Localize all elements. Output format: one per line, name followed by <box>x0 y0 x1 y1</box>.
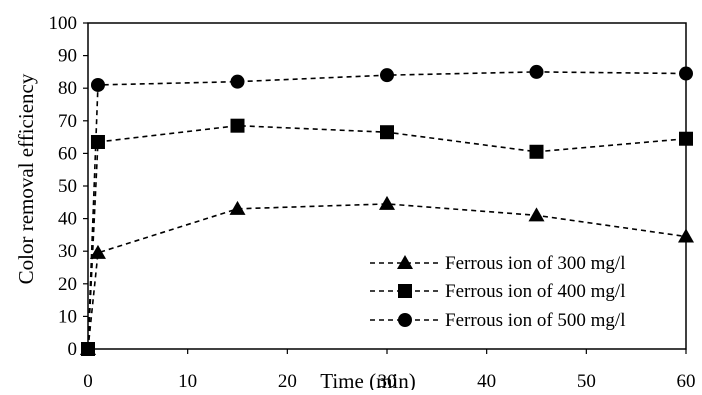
x-tick-label: 30 <box>378 371 397 390</box>
y-tick-label: 70 <box>58 111 77 132</box>
x-tick-label: 20 <box>278 371 297 390</box>
y-tick-label: 100 <box>49 13 78 34</box>
legend-label: Ferrous ion of 400 mg/l <box>445 281 626 302</box>
legend-marker <box>398 313 412 327</box>
x-axis-title: Time (min) <box>320 369 415 390</box>
data-point-triangle <box>89 244 106 259</box>
x-tick-label: 10 <box>178 371 197 390</box>
legend-marker <box>397 255 413 269</box>
series-line <box>87 71 687 350</box>
data-point-circle <box>679 66 693 81</box>
data-point-triangle <box>678 228 694 243</box>
data-point-triangle <box>528 207 545 222</box>
y-tick-label: 60 <box>58 143 77 164</box>
data-point-square <box>529 144 544 159</box>
data-point-circle <box>81 342 95 356</box>
x-tick-label: 0 <box>83 371 93 390</box>
x-tick-label: 60 <box>677 371 696 390</box>
y-tick-label: 30 <box>58 241 77 262</box>
series-triangle <box>80 195 694 355</box>
data-point-square <box>230 118 245 133</box>
y-tick-label: 50 <box>58 176 77 197</box>
x-tick-label: 50 <box>577 371 596 390</box>
legend-label: Ferrous ion of 500 mg/l <box>445 310 626 331</box>
data-point-circle <box>230 74 245 89</box>
legend-label: Ferrous ion of 300 mg/l <box>445 253 626 274</box>
series-line <box>87 203 687 350</box>
y-tick-label: 0 <box>68 339 78 360</box>
data-point-circle <box>380 68 394 83</box>
y-axis-title: Color removal efficiency <box>14 73 38 284</box>
legend-item: Ferrous ion of 300 mg/l <box>370 253 626 274</box>
data-point-circle <box>90 77 105 92</box>
x-tick-label: 40 <box>477 371 496 390</box>
legend-item: Ferrous ion of 400 mg/l <box>370 281 626 302</box>
y-tick-label: 80 <box>58 78 77 99</box>
series-circle <box>81 64 693 356</box>
series-line <box>87 124 687 350</box>
legend-item: Ferrous ion of 500 mg/l <box>370 310 626 331</box>
data-point-triangle <box>229 200 246 215</box>
data-point-square <box>679 131 693 146</box>
data-point-triangle <box>379 195 395 210</box>
y-tick-label: 90 <box>58 46 77 67</box>
data-point-square <box>90 134 105 149</box>
legend-marker <box>398 284 412 298</box>
y-tick-label: 20 <box>58 274 77 295</box>
y-tick-label: 40 <box>58 209 77 230</box>
data-point-square <box>380 125 394 140</box>
data-point-circle <box>529 64 544 79</box>
y-tick-label: 10 <box>58 306 77 327</box>
